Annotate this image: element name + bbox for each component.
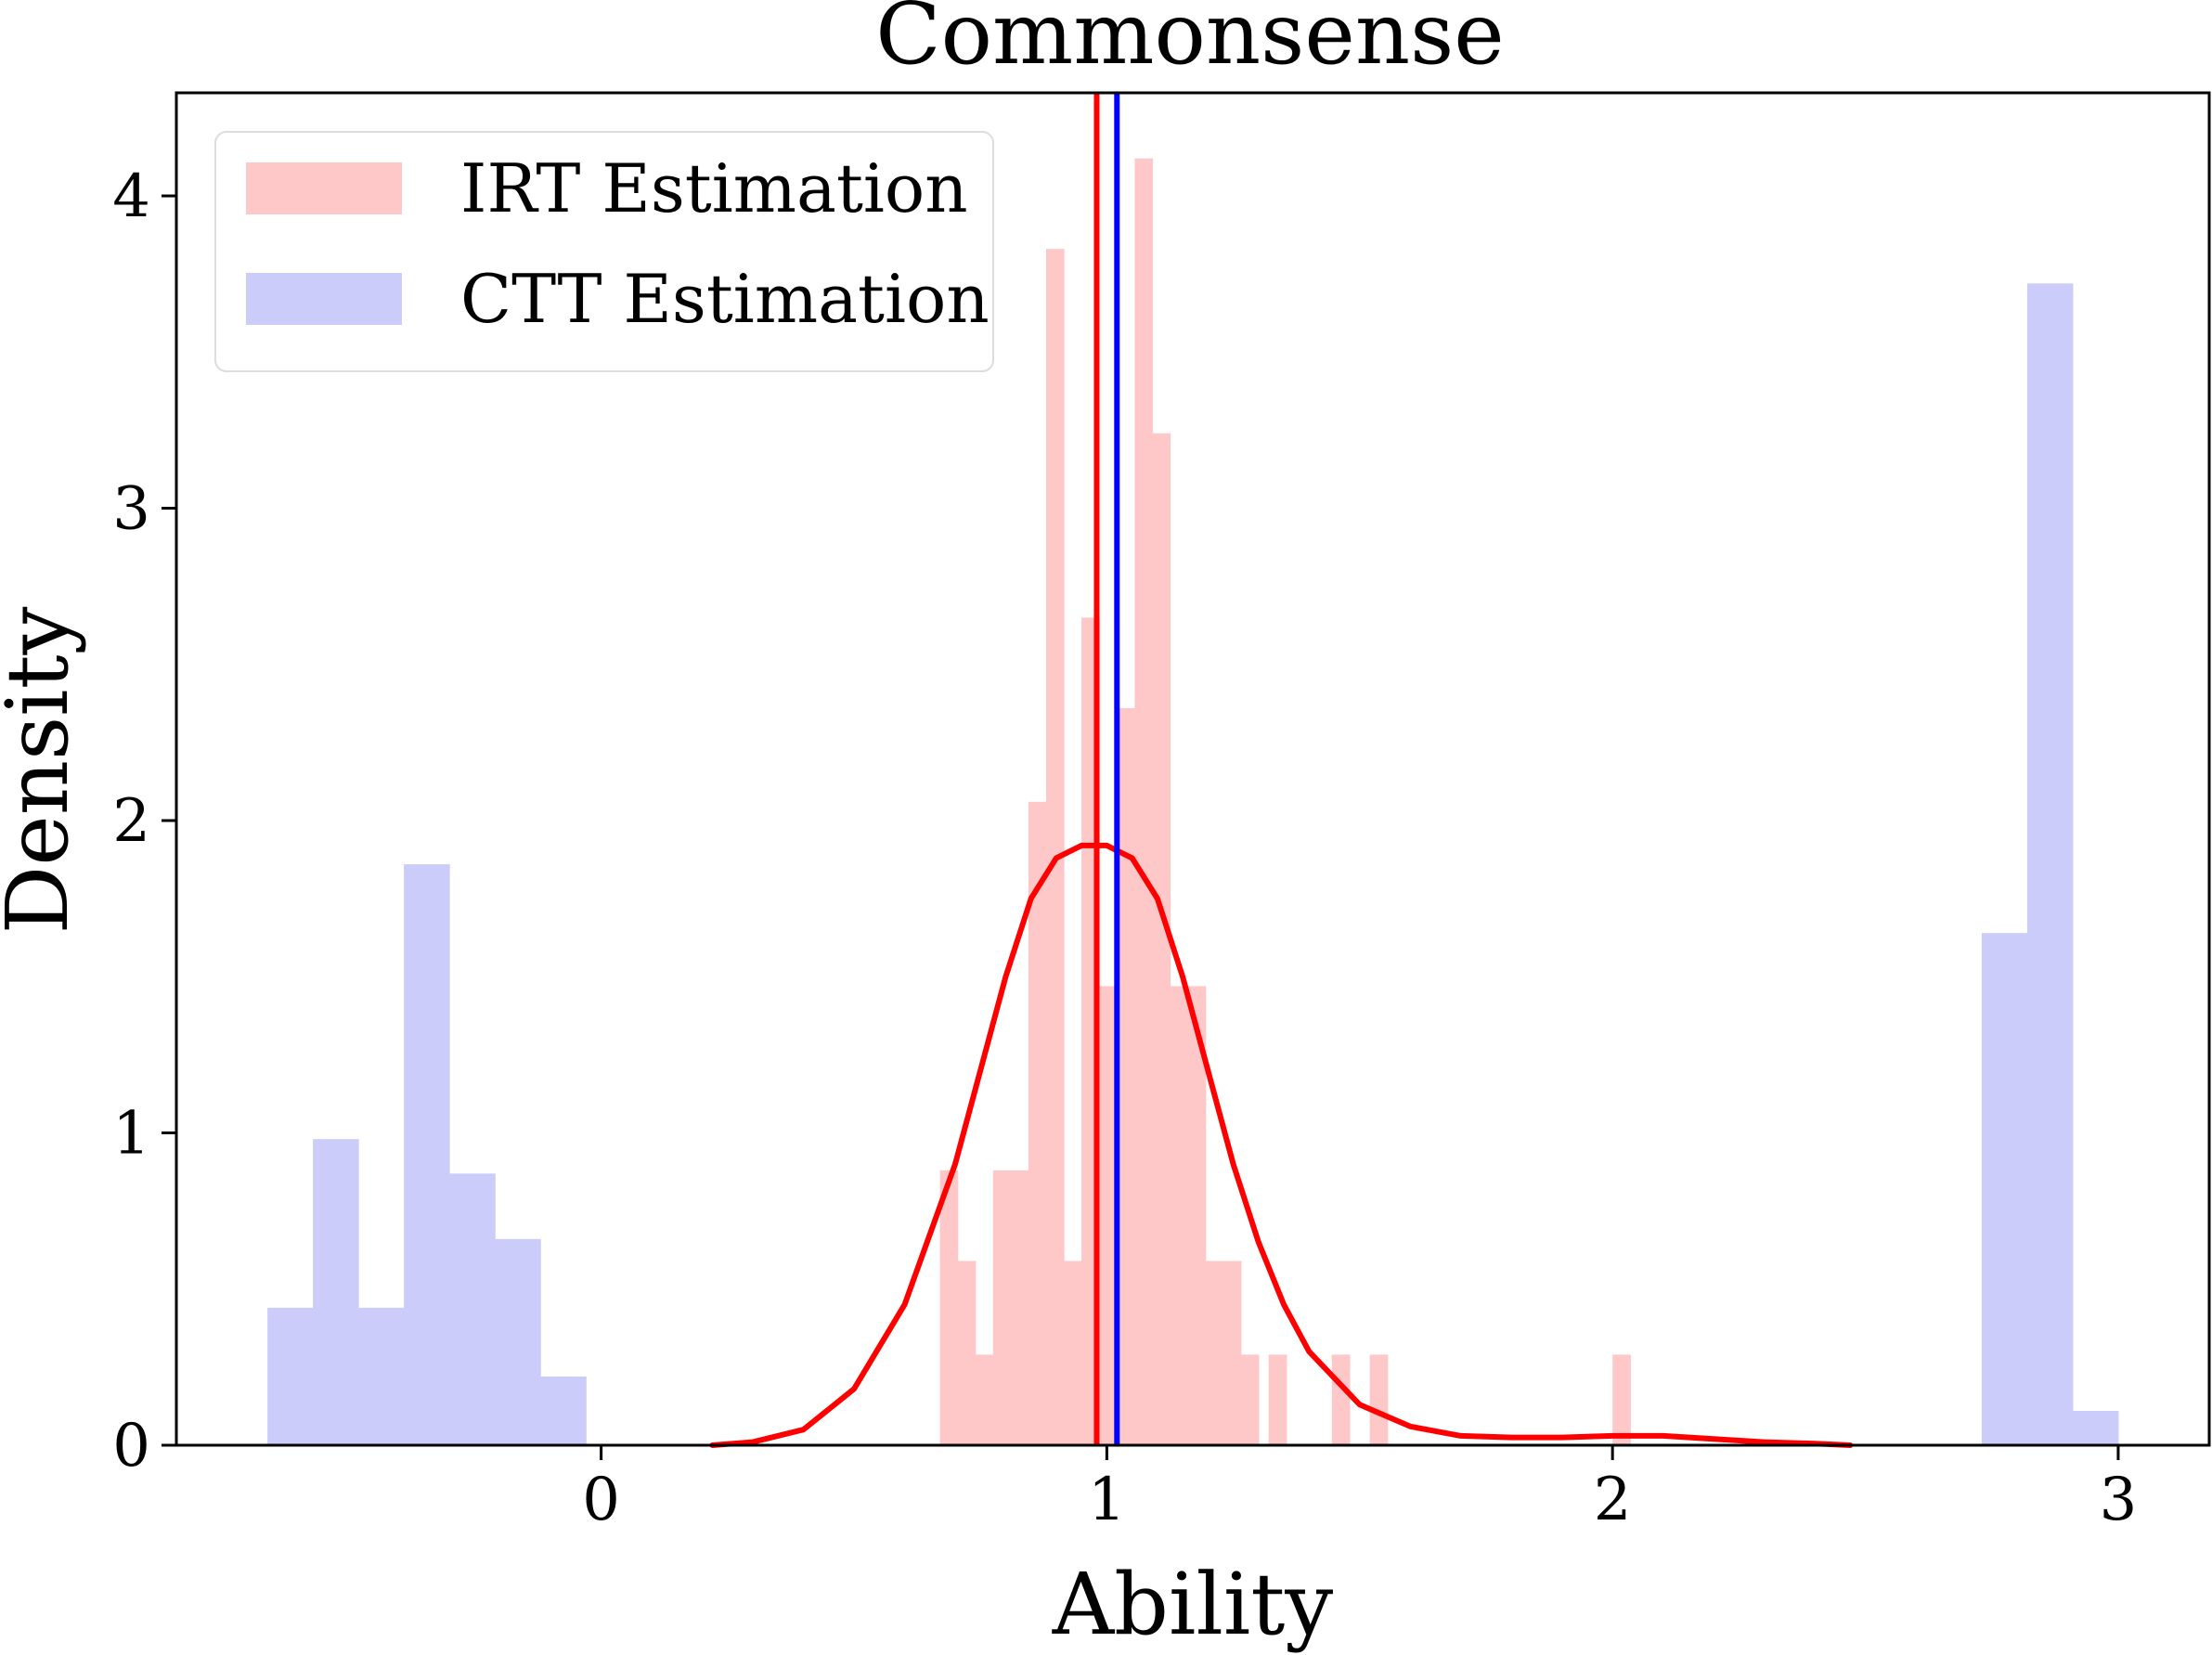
y-tick-label-1: 1 [112, 1100, 150, 1169]
irt-bar-20 [1369, 1354, 1389, 1445]
irt-bar-1 [957, 1261, 977, 1445]
kde-curve-layer [709, 842, 1854, 1448]
ctt-bar-4 [449, 1173, 496, 1445]
mean-lines [1093, 93, 1120, 1445]
irt-bar-15 [1205, 1261, 1224, 1445]
ctt-bar-6 [540, 1377, 587, 1445]
irt-bar-14 [1187, 986, 1207, 1445]
irt-bar-19 [1331, 1354, 1351, 1445]
x-tick-label-1: 1 [1088, 1466, 1126, 1534]
y-tick-label-4: 4 [112, 162, 150, 231]
irt-bar-7 [1064, 1261, 1082, 1445]
y-tick-label-2: 2 [112, 787, 150, 856]
x-tick-label-0: 0 [582, 1466, 620, 1534]
chart-title: Commonsense [875, 0, 1504, 84]
irt-bar-10 [1117, 707, 1135, 1445]
kde-curve [709, 842, 1854, 1448]
irt-bar-5 [1028, 801, 1047, 1445]
x-tick-label-3: 3 [2100, 1466, 2138, 1534]
legend-label-irt: IRT Estimation [460, 149, 968, 227]
x-tick-label-2: 2 [1594, 1466, 1632, 1534]
x-axis-label: Ability [1052, 1555, 1334, 1654]
y-tick-label-3: 3 [112, 475, 150, 544]
ctt-bar-9 [2072, 1411, 2119, 1445]
irt-bar-3 [992, 1170, 1012, 1445]
legend-swatch-ctt [246, 273, 402, 325]
irt-bar-4 [1010, 1170, 1029, 1445]
irt-bar-18 [1268, 1354, 1287, 1445]
ctt-bar-3 [404, 864, 450, 1445]
ctt-bar-7 [1981, 933, 2028, 1445]
ctt-bar-0 [267, 1307, 314, 1445]
irt-bar-21 [1612, 1354, 1631, 1445]
irt-bar-12 [1152, 433, 1171, 1445]
irt-bar-13 [1170, 986, 1189, 1445]
y-axis-label: Density [0, 606, 87, 934]
legend: IRT Estimation CTT Estimation [214, 131, 994, 372]
plot-area [267, 93, 2119, 1448]
legend-label-ctt: CTT Estimation [460, 260, 990, 338]
ctt-bar-8 [2026, 283, 2074, 1445]
irt-bar-9 [1099, 986, 1118, 1445]
irt-bar-11 [1134, 158, 1154, 1446]
ctt-bar-5 [495, 1238, 541, 1445]
irt-bar-16 [1222, 1261, 1242, 1445]
ctt-histogram [267, 283, 2119, 1445]
irt-bar-2 [975, 1354, 994, 1445]
plot-frame [175, 91, 2211, 1447]
irt-bar-0 [939, 1170, 959, 1445]
legend-box [214, 131, 994, 372]
legend-swatch-irt [246, 162, 402, 214]
ctt-bar-1 [313, 1139, 359, 1445]
ctt-bar-2 [358, 1307, 405, 1445]
y-tick-label-0: 0 [112, 1412, 150, 1480]
x-axis-ticks: 0 1 2 3 [582, 1445, 2137, 1534]
y-axis-ticks: 0 1 2 3 4 [112, 162, 176, 1480]
irt-bar-6 [1046, 249, 1065, 1446]
irt-histogram [939, 158, 1631, 1446]
irt-bar-17 [1240, 1354, 1260, 1445]
